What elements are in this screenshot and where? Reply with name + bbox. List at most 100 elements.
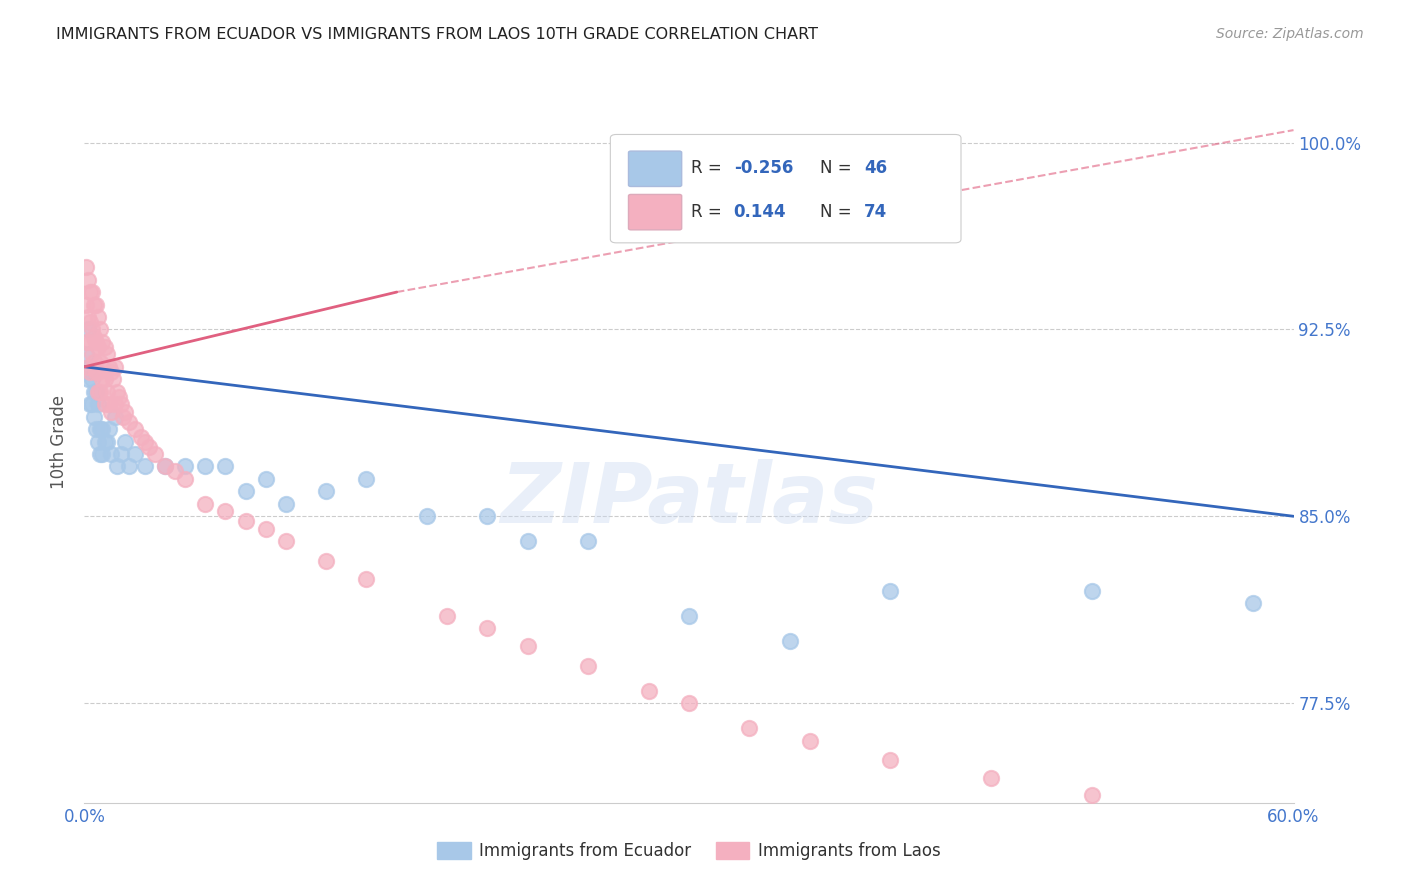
Point — [516, 639, 538, 653]
Point — [77, 322, 100, 336]
Point — [79, 365, 101, 379]
Point — [118, 459, 141, 474]
Point — [110, 447, 132, 461]
Point — [194, 459, 217, 474]
Point — [129, 429, 152, 443]
Point — [104, 409, 127, 424]
Point — [87, 397, 110, 411]
Point — [93, 372, 115, 386]
Point — [91, 422, 114, 436]
Point — [83, 409, 105, 424]
Point — [100, 447, 122, 461]
Point — [86, 422, 108, 436]
Point — [678, 609, 700, 624]
Point — [91, 334, 114, 349]
Point — [138, 440, 160, 454]
Point — [356, 472, 378, 486]
Point — [89, 422, 111, 436]
Point — [114, 404, 136, 418]
Point — [86, 365, 108, 379]
Text: R =: R = — [692, 160, 727, 178]
Point — [1081, 789, 1104, 803]
Point — [93, 340, 115, 354]
Point — [93, 397, 115, 411]
Point — [879, 584, 901, 599]
Point — [75, 334, 97, 349]
Point — [83, 297, 105, 311]
Point — [576, 534, 599, 549]
Point — [86, 297, 108, 311]
Point — [516, 534, 538, 549]
Point — [134, 459, 156, 474]
Point — [96, 434, 118, 449]
Point — [101, 372, 124, 386]
Text: R =: R = — [692, 202, 727, 221]
Point — [124, 447, 146, 461]
Point — [356, 572, 378, 586]
Point — [77, 272, 100, 286]
Point — [100, 404, 122, 418]
Point — [83, 384, 105, 399]
Point — [153, 459, 176, 474]
Legend: Immigrants from Ecuador, Immigrants from Laos: Immigrants from Ecuador, Immigrants from… — [430, 835, 948, 867]
Point — [83, 330, 105, 344]
Y-axis label: 10th Grade: 10th Grade — [51, 394, 69, 489]
Point — [87, 384, 110, 399]
Point — [165, 465, 187, 479]
Point — [97, 422, 120, 436]
Point — [1081, 584, 1104, 599]
Point — [194, 497, 217, 511]
Point — [879, 754, 901, 768]
Point — [77, 310, 100, 324]
Point — [254, 472, 277, 486]
Point — [637, 683, 659, 698]
Point — [235, 484, 257, 499]
Point — [214, 459, 236, 474]
Text: 74: 74 — [865, 202, 887, 221]
Point — [105, 384, 128, 399]
Text: N =: N = — [820, 160, 856, 178]
Point — [1282, 821, 1305, 835]
Text: ZIPatlas: ZIPatlas — [501, 458, 877, 540]
Text: Source: ZipAtlas.com: Source: ZipAtlas.com — [1216, 27, 1364, 41]
FancyBboxPatch shape — [610, 135, 962, 243]
Point — [1181, 808, 1204, 822]
Point — [87, 434, 110, 449]
Point — [86, 334, 108, 349]
Point — [79, 397, 101, 411]
Point — [274, 497, 297, 511]
Point — [118, 415, 141, 429]
Point — [91, 372, 114, 386]
Text: 46: 46 — [865, 160, 887, 178]
Point — [315, 484, 337, 499]
Point — [79, 334, 101, 349]
Point — [779, 633, 801, 648]
Point — [91, 447, 114, 461]
Point — [107, 390, 129, 404]
Point — [89, 384, 111, 399]
Point — [82, 372, 104, 386]
Point — [87, 340, 110, 354]
Point — [87, 310, 110, 324]
Point — [79, 315, 101, 329]
Point — [980, 771, 1002, 785]
Point — [110, 397, 132, 411]
Point — [82, 347, 104, 361]
FancyBboxPatch shape — [628, 151, 682, 186]
Point — [111, 409, 134, 424]
Point — [254, 522, 277, 536]
Point — [75, 297, 97, 311]
FancyBboxPatch shape — [628, 194, 682, 230]
Point — [82, 322, 104, 336]
Text: N =: N = — [820, 202, 856, 221]
Point — [274, 534, 297, 549]
Text: 0.144: 0.144 — [734, 202, 786, 221]
Point — [97, 359, 120, 374]
Text: -0.256: -0.256 — [734, 160, 793, 178]
Point — [105, 459, 128, 474]
Point — [1241, 597, 1264, 611]
Point — [96, 347, 118, 361]
Point — [678, 696, 700, 710]
Point — [477, 621, 499, 635]
Point — [235, 514, 257, 528]
